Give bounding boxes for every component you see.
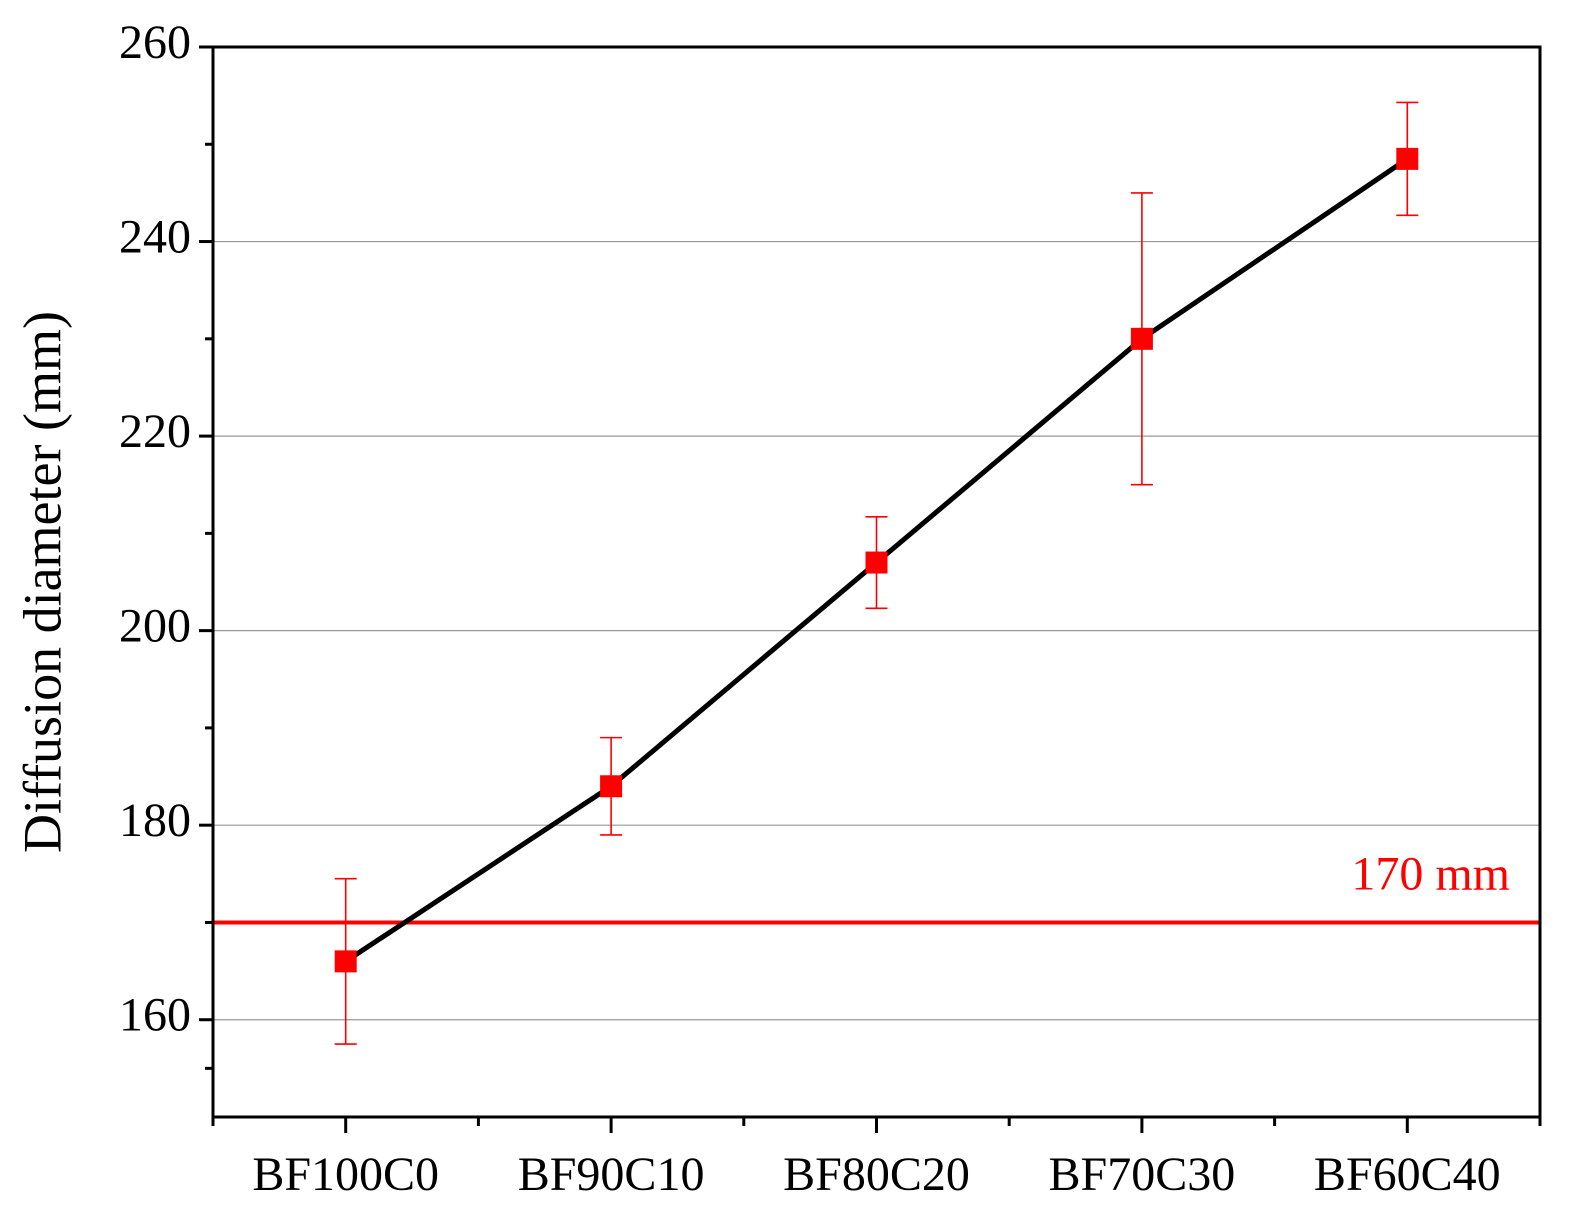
data-point <box>334 950 357 973</box>
data-point <box>600 775 623 798</box>
y-axis-label: Diffusion diameter (mm) <box>12 311 72 853</box>
x-tick-label: BF90C10 <box>518 1148 705 1201</box>
x-tick-label: BF70C30 <box>1049 1148 1236 1201</box>
y-tick-label: 200 <box>119 600 191 653</box>
y-tick-label: 160 <box>119 989 191 1042</box>
x-tick-label: BF100C0 <box>252 1148 439 1201</box>
reference-label: 170 mm <box>1351 847 1510 900</box>
data-point <box>1396 147 1419 170</box>
y-tick-label: 180 <box>119 794 191 847</box>
y-tick-label: 220 <box>119 405 191 458</box>
x-tick-label: BF80C20 <box>783 1148 970 1201</box>
data-point <box>865 551 888 574</box>
x-tick-label: BF60C40 <box>1314 1148 1501 1201</box>
y-tick-label: 260 <box>119 16 191 69</box>
data-point <box>1130 327 1153 350</box>
y-tick-label: 240 <box>119 211 191 264</box>
